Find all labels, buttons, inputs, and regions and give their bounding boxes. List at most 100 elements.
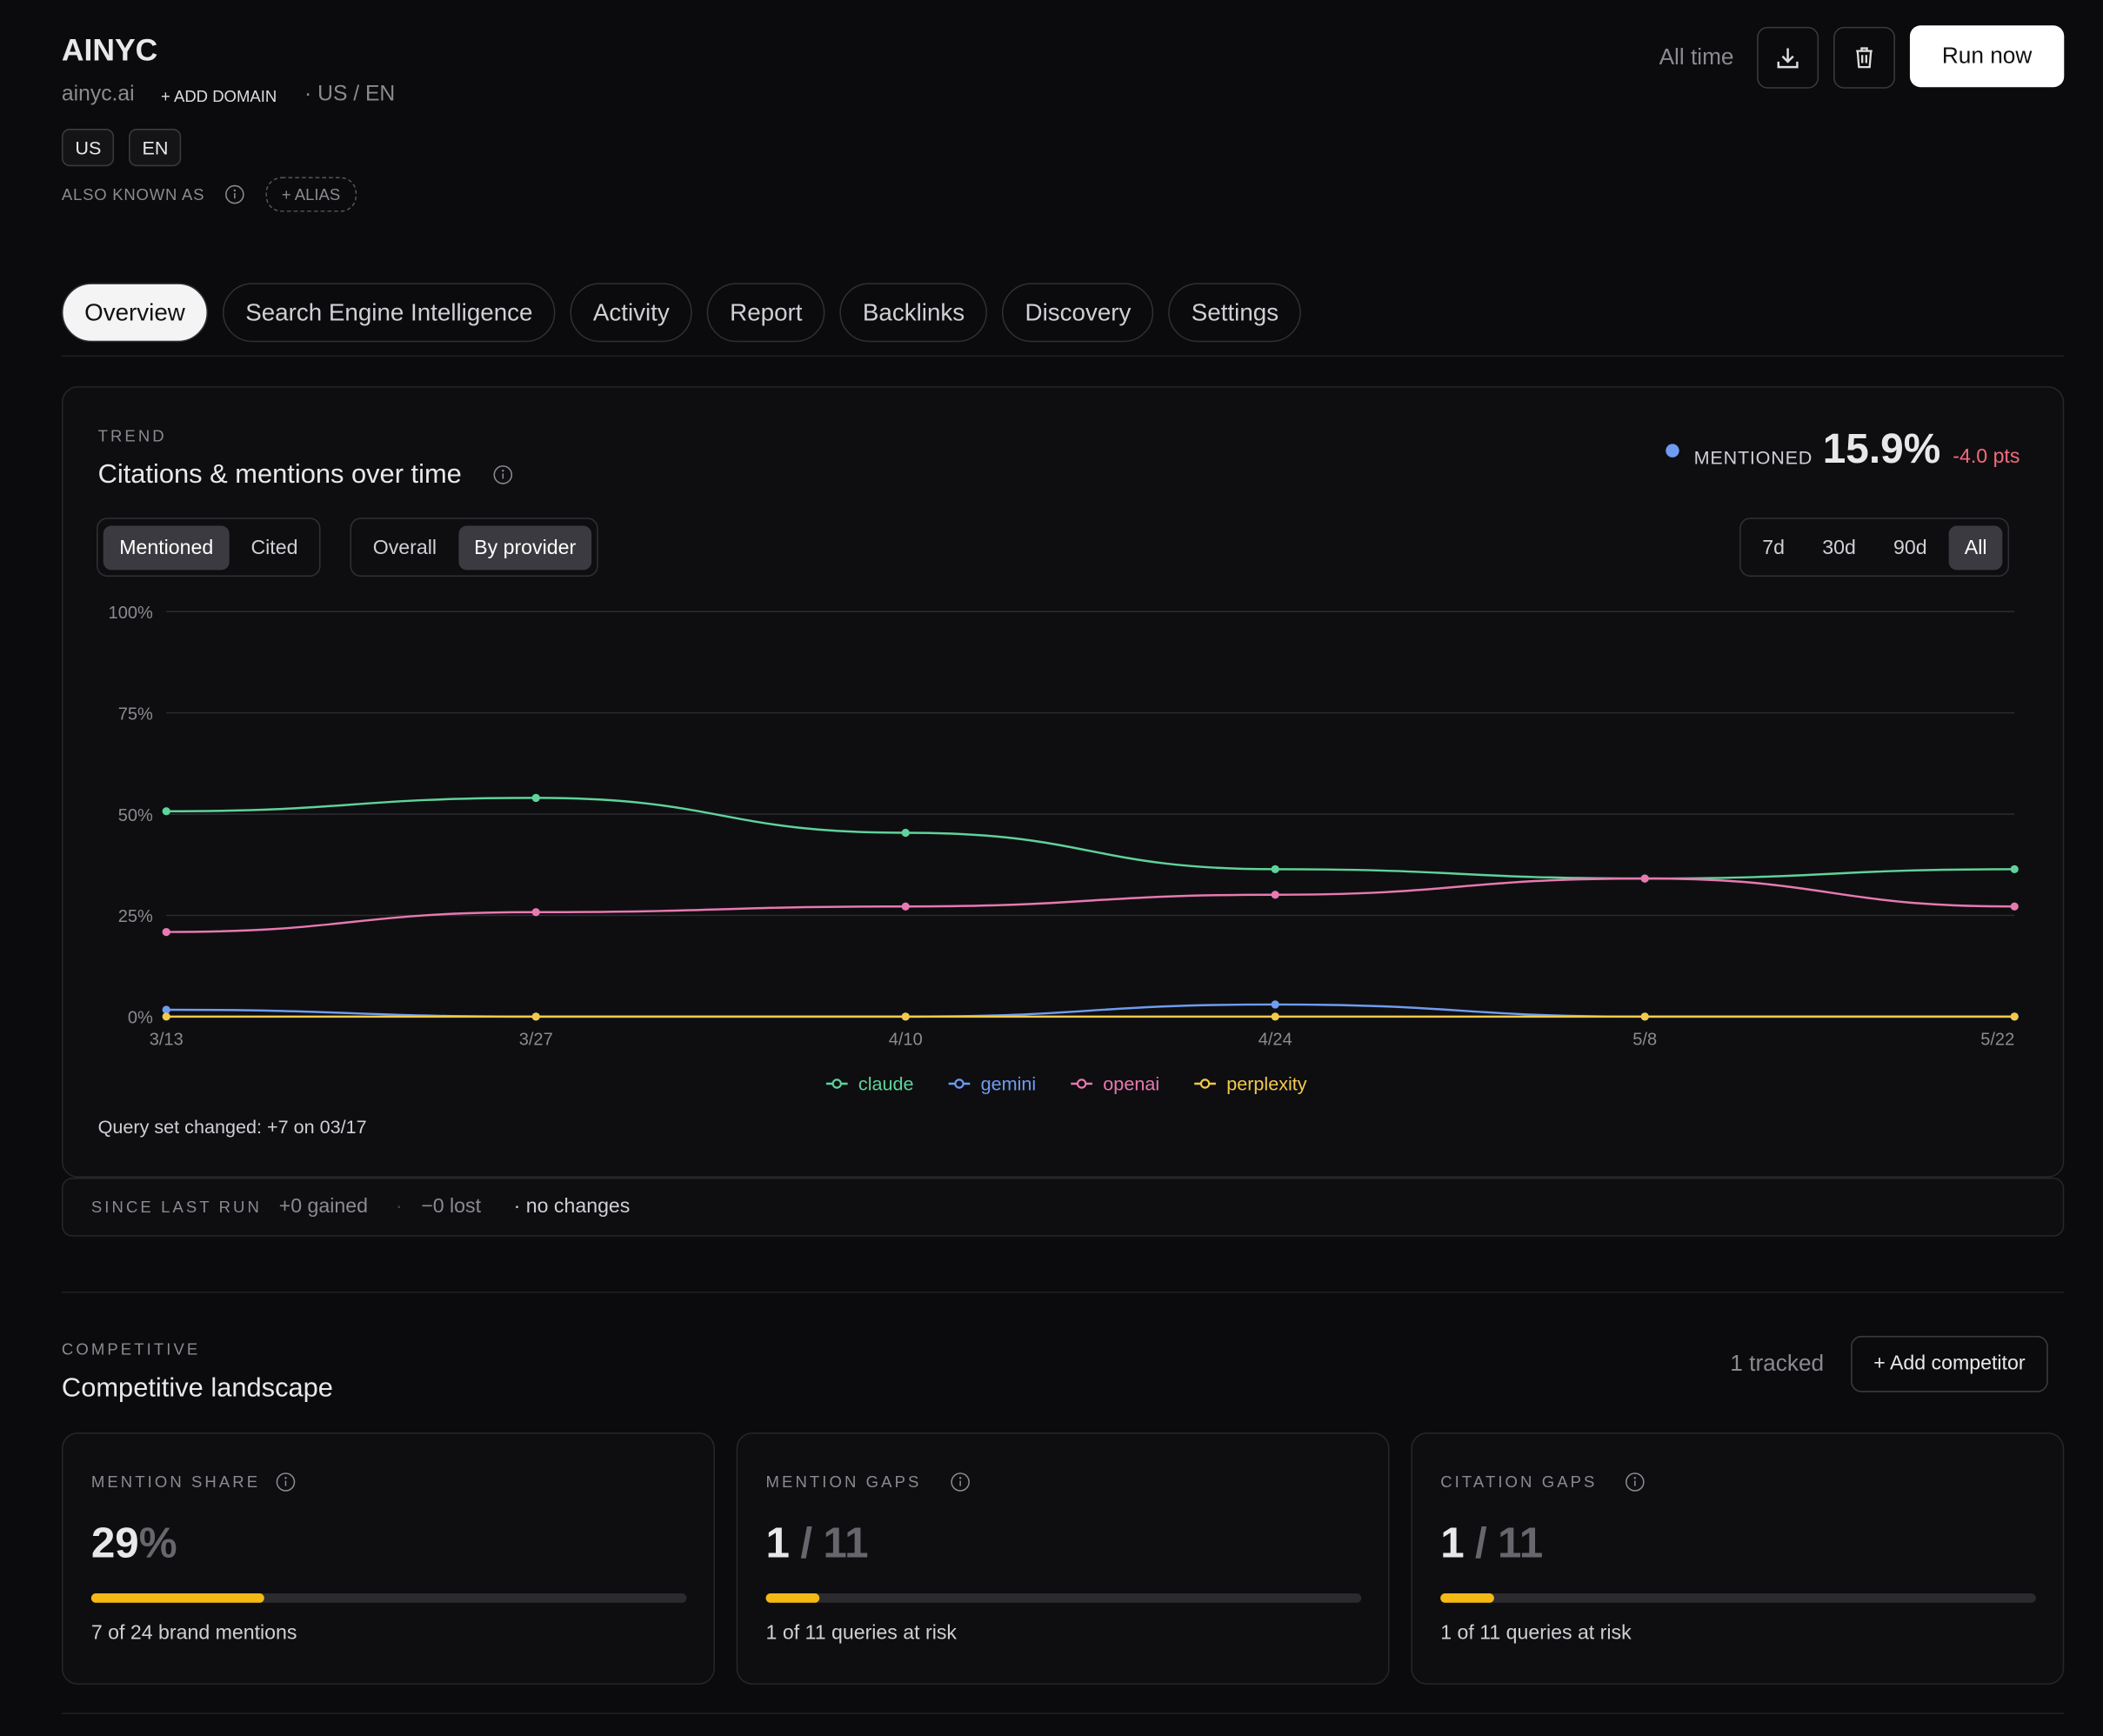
y-tick-label: 50% (118, 806, 153, 825)
metric-label: MENTIONED (1693, 446, 1813, 469)
legend-swatch (1199, 1078, 1211, 1089)
card-value: 29 (90, 1518, 139, 1567)
project-title: AINYC (61, 32, 158, 68)
toggle-option[interactable]: Cited (250, 536, 298, 559)
card-value-row: 1/11 (1440, 1519, 1543, 1568)
legend-swatch (954, 1078, 965, 1089)
data-point (2010, 902, 2019, 911)
toggle-option[interactable]: 7d (1762, 536, 1786, 559)
toggle-option[interactable]: 30d (1822, 536, 1856, 559)
data-point (2010, 865, 2019, 874)
series-line (166, 877, 2015, 933)
since-label: SINCE LAST RUN (90, 1198, 262, 1217)
toggle-option[interactable]: All (1948, 524, 2003, 570)
data-point (531, 908, 540, 917)
legend-label: claude (858, 1073, 914, 1095)
card-value-row: 1/11 (766, 1519, 869, 1568)
tab[interactable]: Report (706, 283, 825, 343)
card-title: Citations & mentions over time (97, 459, 462, 490)
data-point (901, 902, 910, 911)
tab[interactable]: Activity (570, 283, 693, 343)
status: · no changes (513, 1195, 631, 1219)
since-last-run (61, 1177, 2065, 1237)
data-point (2010, 1012, 2019, 1021)
download-button[interactable] (1757, 26, 1819, 89)
tab[interactable]: Search Engine Intelligence (223, 283, 556, 343)
data-point (531, 793, 540, 803)
add-domain[interactable]: + ADD DOMAIN (161, 87, 277, 106)
data-point (901, 1012, 910, 1021)
tab[interactable]: Settings (1168, 283, 1302, 343)
card-value-row: 29% (91, 1519, 177, 1568)
divider (61, 1713, 2065, 1714)
eyebrow: TREND (97, 426, 167, 445)
tab-bar: Overview Search Engine Intelligence Activi… (61, 283, 1302, 343)
toggle-option[interactable]: By provider (457, 524, 592, 570)
gained: +0 gained (278, 1195, 369, 1219)
legend-label: perplexity (1226, 1073, 1307, 1095)
divider (61, 1292, 2065, 1293)
section-title: Competitive landscape (61, 1373, 333, 1404)
card-value: 1 (765, 1518, 790, 1567)
card-separator: / (800, 1518, 813, 1567)
metric-value: 15.9% (1822, 424, 1941, 472)
card-value: 1 (1440, 1518, 1465, 1567)
toggle-option[interactable]: Mentioned (103, 524, 230, 570)
y-tick-label: 0% (128, 1009, 153, 1028)
info-icon (493, 465, 513, 484)
card-caption: 7 of 24 brand mentions (90, 1621, 297, 1645)
card-label: MENTION SHARE (90, 1472, 261, 1492)
progress-track (765, 1593, 1362, 1603)
data-point (1271, 1000, 1279, 1009)
data-point (1271, 891, 1279, 899)
tracked-count: 1 tracked (1730, 1350, 1825, 1377)
metric-delta: -4.0 pts (1953, 444, 2020, 469)
x-tick-label: 4/10 (889, 1030, 923, 1049)
metric-card (736, 1432, 1390, 1685)
metric-card (1411, 1432, 2065, 1685)
delete-button[interactable] (1833, 26, 1895, 89)
lost: −0 lost (421, 1195, 482, 1219)
card-total: 11 (1498, 1518, 1544, 1567)
toggle-option[interactable]: Overall (372, 536, 437, 559)
data-point (531, 1012, 540, 1021)
x-tick-label: 3/13 (150, 1030, 184, 1049)
add-competitor[interactable]: + Add competitor (1851, 1335, 2048, 1392)
x-tick-label: 5/22 (1980, 1030, 2014, 1049)
domain: ainyc.ai (61, 83, 135, 106)
data-point (162, 1012, 170, 1021)
data-point (1640, 874, 1649, 883)
divider (61, 355, 2065, 357)
info-icon (225, 184, 244, 204)
chip: US (61, 129, 115, 167)
card-label: CITATION GAPS (1440, 1472, 1598, 1492)
y-tick-label: 100% (109, 604, 153, 623)
add-alias[interactable]: + ALIAS (265, 177, 357, 212)
aka-label: ALSO KNOWN AS (61, 184, 205, 204)
progress-fill (1440, 1593, 1495, 1603)
eyebrow: COMPETITIVE (61, 1339, 201, 1359)
data-point (1640, 1012, 1649, 1021)
data-point (162, 807, 170, 816)
metric-toggle: Mentioned Cited (97, 517, 321, 578)
card-label: MENTION GAPS (765, 1472, 922, 1492)
progress-fill (765, 1593, 820, 1603)
tab[interactable]: Backlinks (839, 283, 988, 343)
tab[interactable]: Overview (61, 283, 209, 343)
x-tick-label: 4/24 (1258, 1030, 1292, 1049)
series-line (166, 797, 2015, 880)
x-tick-label: 5/8 (1632, 1030, 1657, 1049)
data-point (162, 1005, 170, 1014)
separator: · (395, 1195, 403, 1219)
card-total: 11 (823, 1518, 869, 1567)
progress-track (1440, 1593, 2036, 1603)
run-button[interactable]: Run now (1909, 25, 2065, 88)
toggle-option[interactable]: 90d (1893, 536, 1927, 559)
progress-track (90, 1593, 687, 1603)
legend-label: gemini (981, 1073, 1037, 1095)
tab[interactable]: Discovery (1002, 283, 1154, 343)
data-point (901, 828, 910, 838)
x-tick-label: 3/27 (519, 1030, 553, 1049)
legend-label: openai (1103, 1073, 1159, 1095)
data-point (162, 927, 170, 937)
